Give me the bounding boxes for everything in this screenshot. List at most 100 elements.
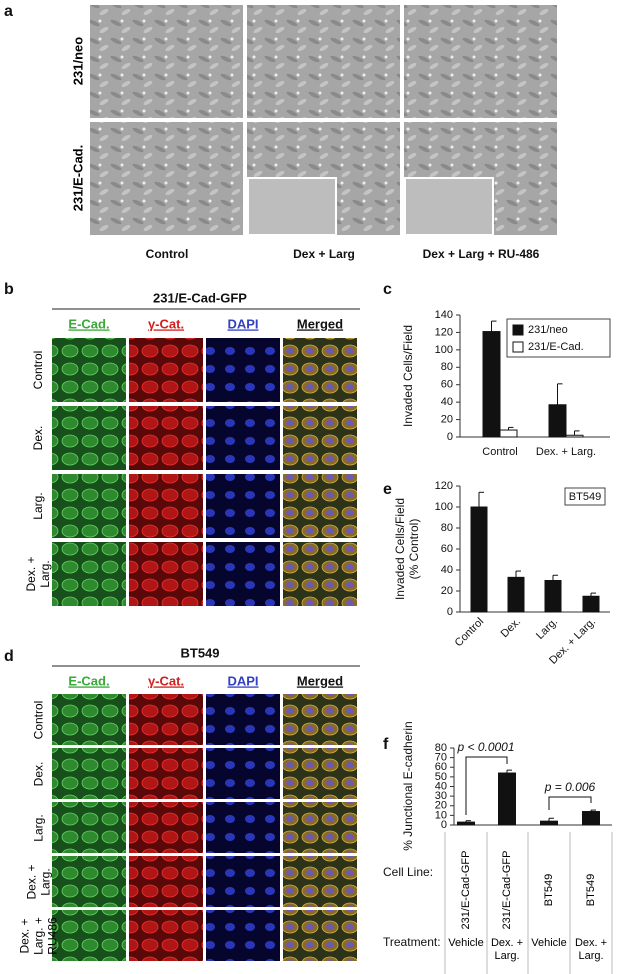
bar	[544, 580, 562, 613]
x-tick-label: Dex.	[499, 616, 523, 640]
row-label: 231/E-Cad.	[70, 144, 85, 212]
y-axis-label: Invaded Cells/Field	[393, 498, 407, 600]
micrograph	[129, 542, 203, 606]
column-header: DAPI	[227, 673, 258, 688]
legend-label: 231/neo	[528, 324, 568, 336]
significance-bracket	[548, 796, 592, 810]
bar	[498, 772, 516, 826]
row-label: BT549	[543, 873, 555, 907]
bar	[457, 821, 475, 826]
y-tick-label: 40	[435, 780, 447, 792]
x-tick-label: Dex. + Larg.	[536, 446, 596, 458]
micrograph	[283, 474, 357, 538]
x-tick-label: Control	[453, 616, 487, 650]
legend-swatch	[512, 324, 524, 336]
micrograph	[52, 542, 126, 606]
legend-label: 231/E-Cad.	[528, 341, 584, 353]
panel-title: BT549	[180, 645, 219, 660]
y-tick-label: 20	[441, 413, 453, 425]
y-tick-label: 120	[435, 326, 453, 338]
row-label: Larg.	[31, 492, 45, 520]
panel-label: c	[383, 281, 392, 298]
column-header: E-Cad.	[68, 316, 109, 331]
table-cell: Dex. + Larg.	[574, 937, 608, 962]
bar	[499, 429, 518, 438]
bar	[540, 820, 558, 826]
bar	[507, 576, 525, 613]
table-row-label: Treatment:	[383, 935, 441, 949]
y-tick-label: 0	[447, 431, 453, 443]
micrograph	[52, 910, 126, 961]
y-tick-label: 0	[447, 606, 453, 618]
x-tick-label: Larg.	[534, 616, 560, 642]
y-tick-label: 10	[435, 809, 447, 821]
annotation-box	[564, 487, 606, 506]
y-tick-label: 20	[435, 800, 447, 812]
column-header: γ-Cat.	[148, 673, 184, 688]
micrograph	[206, 406, 280, 470]
y-tick-label: 80	[441, 361, 453, 373]
micrograph	[283, 338, 357, 402]
row-label: Control	[31, 350, 45, 390]
y-tick-label: 30	[435, 790, 447, 802]
micrograph	[283, 694, 357, 745]
x-tick-label: Control	[482, 446, 517, 458]
legend-box	[506, 318, 611, 358]
row-label: Dex.	[31, 761, 45, 786]
row-label: Dex. + Larg.	[24, 864, 52, 900]
row-label: Dex. + Larg. + RU486	[17, 916, 59, 955]
micrograph	[129, 338, 203, 402]
row-label: Larg.	[31, 813, 45, 842]
micrograph	[52, 406, 126, 470]
micrograph	[283, 406, 357, 470]
y-tick-label: 100	[435, 344, 453, 356]
inset-micrograph	[247, 177, 337, 236]
y-tick-label: 40	[441, 564, 453, 576]
panel-label: a	[4, 3, 13, 20]
row-label: Control	[31, 700, 45, 739]
micrograph	[90, 122, 243, 235]
panel-label: b	[4, 281, 14, 298]
micrograph	[206, 910, 280, 961]
y-axis-label: % Junctional E-cadherin	[401, 721, 415, 850]
micrograph	[52, 748, 126, 799]
micrograph	[404, 5, 557, 118]
micrograph	[283, 910, 357, 961]
bar	[482, 331, 501, 438]
bar	[582, 811, 600, 826]
bar	[565, 434, 584, 438]
micrograph	[206, 694, 280, 745]
row-label: BT549	[585, 873, 597, 907]
p-value: p < 0.0001	[456, 740, 514, 754]
micrograph	[129, 856, 203, 907]
micrograph	[52, 856, 126, 907]
bar	[470, 506, 488, 613]
column-header: γ-Cat.	[148, 316, 184, 331]
column-label: Dex + Larg	[293, 247, 355, 261]
table-cell: Vehicle	[448, 937, 484, 949]
panel-label: f	[383, 736, 389, 753]
micrograph	[129, 406, 203, 470]
column-label: Control	[146, 247, 189, 261]
y-tick-label: 50	[435, 771, 447, 783]
table-cell: Vehicle	[531, 937, 567, 949]
significance-bracket	[465, 756, 508, 815]
panel-label: d	[4, 648, 14, 665]
micrograph	[206, 856, 280, 907]
micrograph	[52, 802, 126, 853]
table-cell: Dex. + Larg.	[490, 937, 524, 962]
micrograph	[129, 910, 203, 961]
column-header: Merged	[297, 673, 343, 688]
micrograph	[129, 694, 203, 745]
y-tick-label: 40	[441, 396, 453, 408]
micrograph	[283, 748, 357, 799]
y-tick-label: 100	[435, 501, 453, 513]
y-tick-label: 80	[435, 742, 447, 754]
y-tick-label: 120	[435, 480, 453, 492]
y-tick-label: 60	[441, 543, 453, 555]
legend-swatch	[512, 341, 524, 353]
column-header: E-Cad.	[68, 673, 109, 688]
y-tick-label: 20	[441, 585, 453, 597]
column-label: Dex + Larg + RU-486	[423, 247, 540, 261]
